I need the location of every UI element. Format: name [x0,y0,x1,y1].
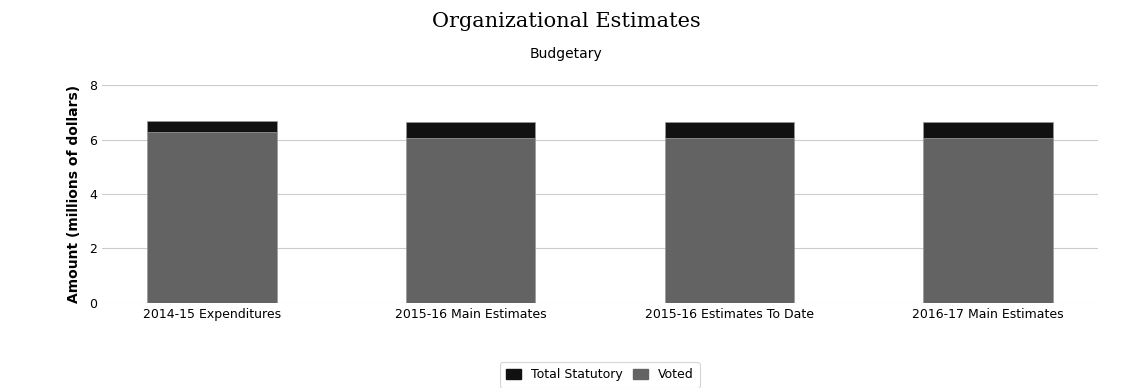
Y-axis label: Amount (millions of dollars): Amount (millions of dollars) [67,85,80,303]
Text: Budgetary: Budgetary [530,47,602,61]
Bar [924,122,1053,137]
Bar [147,132,276,303]
Bar [406,122,535,137]
Bar [664,122,794,137]
Text: Organizational Estimates: Organizational Estimates [431,12,701,31]
Bar [664,137,794,303]
Legend: Total Statutory, Voted: Total Statutory, Voted [500,362,700,388]
Bar [924,137,1053,303]
Bar [147,121,276,132]
Bar [406,137,535,303]
